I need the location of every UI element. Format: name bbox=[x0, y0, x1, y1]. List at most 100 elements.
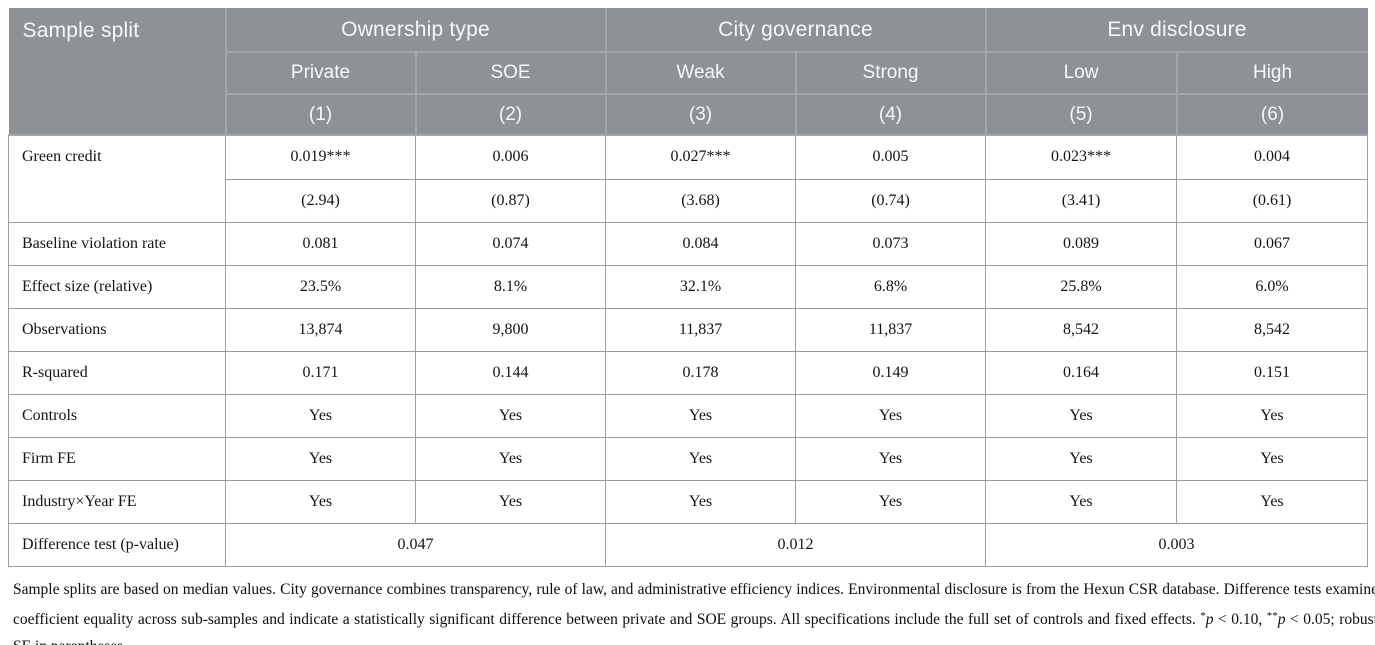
cell-tstat-2: (0.87) bbox=[414, 178, 607, 223]
header-subgroup-row: Private SOE Weak Strong Low High bbox=[9, 51, 1368, 95]
row-label-green-credit: Green credit bbox=[8, 134, 226, 223]
col-number-1: (1) bbox=[224, 93, 417, 136]
row-controls: Controls Yes Yes Yes Yes Yes Yes bbox=[8, 393, 1369, 438]
cell-difference-governance: 0.012 bbox=[605, 522, 987, 567]
col-number-6: (6) bbox=[1175, 93, 1368, 136]
row-industry-year-fe: Industry×Year FE Yes Yes Yes Yes Yes Yes bbox=[8, 479, 1369, 524]
col-number-2: (2) bbox=[414, 93, 607, 136]
cell: 6.8% bbox=[795, 264, 987, 309]
cell: Yes bbox=[414, 436, 607, 481]
significance-star-1: * bbox=[1200, 609, 1206, 622]
cell-tstat-3: (3.68) bbox=[605, 178, 797, 223]
cell: Yes bbox=[985, 393, 1178, 438]
cell: Yes bbox=[1176, 393, 1369, 438]
cell-coef-6: 0.004 bbox=[1176, 134, 1369, 180]
cell: 0.084 bbox=[605, 221, 797, 266]
row-label-difference-test: Difference test (p-value) bbox=[8, 522, 226, 567]
cell-difference-disclosure: 0.003 bbox=[985, 522, 1369, 567]
cell: 8.1% bbox=[414, 264, 607, 309]
row-difference-test: Difference test (p-value) 0.047 0.012 0.… bbox=[8, 522, 1369, 567]
cell-coef-5: 0.023*** bbox=[985, 134, 1178, 180]
cell: Yes bbox=[605, 479, 797, 524]
p-symbol-2: p bbox=[1277, 610, 1286, 628]
cell: 0.171 bbox=[225, 350, 416, 395]
row-label-r-squared: R-squared bbox=[8, 350, 226, 395]
row-label-firm-fe: Firm FE bbox=[8, 436, 226, 481]
row-label-effect-size: Effect size (relative) bbox=[8, 264, 226, 309]
row-label-industry-year-fe: Industry×Year FE bbox=[8, 479, 226, 524]
cell: 13,874 bbox=[225, 307, 416, 352]
cell: Yes bbox=[795, 436, 987, 481]
row-green-credit-tstat: (2.94) (0.87) (3.68) (0.74) (3.41) (0.61… bbox=[9, 178, 1369, 223]
col-number-3: (3) bbox=[604, 93, 797, 136]
cell: 0.089 bbox=[985, 221, 1178, 266]
cell: Yes bbox=[1176, 436, 1369, 481]
cell: Yes bbox=[795, 479, 987, 524]
col-header-high: High bbox=[1175, 51, 1368, 95]
cell: Yes bbox=[605, 436, 797, 481]
cell: 32.1% bbox=[605, 264, 797, 309]
cell-coef-4: 0.005 bbox=[795, 134, 987, 180]
cell: Yes bbox=[414, 479, 607, 524]
p-symbol-1: p bbox=[1205, 610, 1214, 628]
significance-threshold-1: < 0.10, bbox=[1213, 610, 1267, 628]
col-number-5: (5) bbox=[984, 93, 1178, 136]
cell: Yes bbox=[985, 436, 1178, 481]
cell: 6.0% bbox=[1176, 264, 1369, 309]
col-header-weak: Weak bbox=[604, 51, 797, 95]
cell: 0.074 bbox=[414, 221, 607, 266]
cell: Yes bbox=[605, 393, 797, 438]
cell: 25.8% bbox=[985, 264, 1178, 309]
col-header-low: Low bbox=[984, 51, 1178, 95]
cell-coef-3: 0.027*** bbox=[605, 134, 797, 180]
header-group-row: Sample split Ownership type City governa… bbox=[8, 8, 1368, 136]
cell: 9,800 bbox=[414, 307, 607, 352]
cell: Yes bbox=[225, 393, 416, 438]
cell: 0.151 bbox=[1176, 350, 1369, 395]
cell-tstat-6: (0.61) bbox=[1176, 178, 1369, 223]
table-body: Green credit 0.019*** 0.006 0.027*** 0.0… bbox=[8, 134, 1369, 567]
header-group-ownership-type: Ownership type bbox=[224, 8, 607, 53]
cell: Yes bbox=[985, 479, 1178, 524]
cell: Yes bbox=[225, 479, 416, 524]
col-header-strong: Strong bbox=[794, 51, 987, 95]
row-label-baseline-violation-rate: Baseline violation rate bbox=[8, 221, 226, 266]
cell-difference-ownership: 0.047 bbox=[224, 522, 607, 567]
col-header-private: Private bbox=[224, 51, 417, 95]
row-label-controls: Controls bbox=[8, 393, 226, 438]
header-colnumber-row: (1) (2) (3) (4) (5) (6) bbox=[9, 93, 1368, 136]
cell: Yes bbox=[1176, 479, 1369, 524]
cell: 0.178 bbox=[605, 350, 797, 395]
cell: 8,542 bbox=[985, 307, 1178, 352]
cell: 0.144 bbox=[414, 350, 607, 395]
cell: Yes bbox=[225, 436, 416, 481]
row-baseline-violation-rate: Baseline violation rate 0.081 0.074 0.08… bbox=[8, 221, 1369, 266]
cell-tstat-1: (2.94) bbox=[225, 178, 416, 223]
header-group-env-disclosure: Env disclosure bbox=[984, 8, 1368, 53]
table-header: Sample split Ownership type City governa… bbox=[8, 8, 1368, 136]
row-firm-fe: Firm FE Yes Yes Yes Yes Yes Yes bbox=[8, 436, 1369, 481]
cell: 11,837 bbox=[795, 307, 987, 352]
cell: 8,542 bbox=[1176, 307, 1369, 352]
cell: 0.081 bbox=[225, 221, 416, 266]
col-header-soe: SOE bbox=[414, 51, 607, 95]
significance-star-2: ** bbox=[1266, 609, 1278, 622]
cell: 0.067 bbox=[1176, 221, 1369, 266]
cell: 11,837 bbox=[605, 307, 797, 352]
table-notes: Sample splits are based on median values… bbox=[8, 567, 1375, 645]
cell: Yes bbox=[414, 393, 607, 438]
cell: 0.164 bbox=[985, 350, 1178, 395]
notes-text: Sample splits are based on median values… bbox=[13, 580, 1375, 628]
corner-header-sample-split: Sample split bbox=[8, 8, 227, 136]
row-effect-size: Effect size (relative) 23.5% 8.1% 32.1% … bbox=[8, 264, 1369, 309]
cell-tstat-4: (0.74) bbox=[795, 178, 987, 223]
cell: Yes bbox=[795, 393, 987, 438]
cell: 0.073 bbox=[795, 221, 987, 266]
significance-threshold-2: < 0.05; robust SE in parentheses. bbox=[13, 610, 1375, 645]
row-green-credit-coef: Green credit 0.019*** 0.006 0.027*** 0.0… bbox=[8, 134, 1369, 223]
cell: 23.5% bbox=[225, 264, 416, 309]
cell: 0.149 bbox=[795, 350, 987, 395]
header-group-city-governance: City governance bbox=[604, 8, 987, 53]
row-label-observations: Observations bbox=[8, 307, 226, 352]
